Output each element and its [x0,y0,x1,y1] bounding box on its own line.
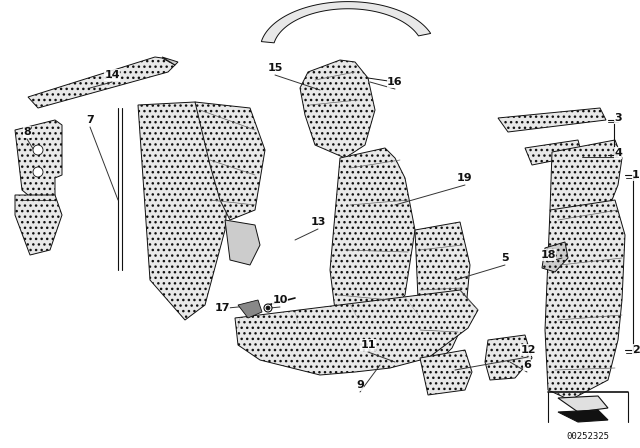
Polygon shape [498,108,606,132]
Polygon shape [558,396,608,412]
Text: 6: 6 [523,360,531,370]
Text: 16: 16 [387,77,403,87]
Circle shape [264,304,272,312]
Text: 5: 5 [501,253,509,263]
Text: 18: 18 [540,250,556,260]
Text: 8: 8 [23,127,31,137]
Polygon shape [238,300,262,318]
Text: 11: 11 [360,340,376,350]
Text: 7: 7 [86,115,94,125]
Circle shape [266,306,270,310]
Text: 15: 15 [268,63,283,73]
Polygon shape [235,290,478,375]
Circle shape [33,167,43,177]
Polygon shape [542,242,568,272]
Text: 2: 2 [632,345,640,355]
Polygon shape [550,140,622,228]
Polygon shape [485,335,532,380]
Text: 00252325: 00252325 [566,431,609,440]
Polygon shape [138,102,230,320]
Text: 12: 12 [520,345,536,355]
Text: 10: 10 [272,295,288,305]
Polygon shape [15,120,62,205]
Text: 17: 17 [214,303,230,313]
Polygon shape [225,220,260,265]
Text: 4: 4 [614,148,622,158]
Polygon shape [545,200,625,400]
Text: 14: 14 [104,70,120,80]
Polygon shape [420,350,472,395]
Polygon shape [558,410,608,422]
Text: 3: 3 [614,113,622,123]
Polygon shape [162,57,178,65]
Polygon shape [370,182,405,218]
Circle shape [33,145,43,155]
Text: 1: 1 [632,170,640,180]
Polygon shape [28,57,175,108]
Polygon shape [195,102,265,220]
Text: 13: 13 [310,217,326,227]
Polygon shape [330,148,415,335]
Polygon shape [261,2,431,43]
Polygon shape [525,140,582,165]
Polygon shape [300,60,375,158]
Text: 19: 19 [457,173,473,183]
Polygon shape [15,195,62,255]
Text: 9: 9 [356,380,364,390]
Polygon shape [415,222,470,360]
